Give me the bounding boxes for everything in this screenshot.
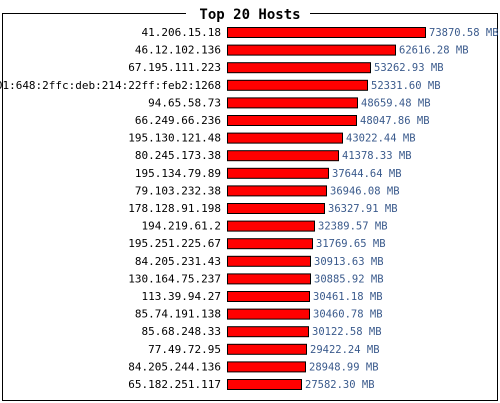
- bar: [227, 62, 371, 74]
- value-label: 28948.99 MB: [309, 361, 379, 373]
- value-label: 62616.28 MB: [399, 45, 469, 57]
- chart-title-backdrop: [186, 4, 310, 24]
- bar: [227, 308, 310, 320]
- value-label: 48047.86 MB: [360, 115, 430, 127]
- bar: [227, 115, 357, 126]
- bar: [227, 343, 307, 355]
- value-label: 48659.48 MB: [361, 97, 431, 109]
- bar: [227, 44, 396, 56]
- bar: [227, 326, 309, 338]
- host-label: 113.39.94.27: [142, 290, 221, 303]
- host-label: 194.219.61.2: [142, 220, 221, 233]
- host-label: 65.182.251.117: [128, 378, 221, 391]
- value-label: 36946.08 MB: [330, 185, 400, 197]
- value-label: 30460.78 MB: [313, 309, 383, 321]
- bar: [227, 167, 329, 179]
- host-label: 85.68.248.33: [142, 325, 221, 338]
- bar-rows: 41.206.15.18 73870.58 MB 46.12.102.136 6261…: [0, 26, 499, 391]
- host-label: 80.245.173.38: [135, 149, 221, 162]
- chart-title: Top 20 Hosts: [199, 7, 300, 23]
- value-label: 53262.93 MB: [374, 62, 444, 74]
- host-label: 195.134.79.89: [135, 167, 221, 180]
- value-label: 73870.58 MB: [429, 27, 499, 39]
- value-label: 30122.58 MB: [312, 326, 382, 338]
- bar: [227, 379, 302, 390]
- value-label: 32389.57 MB: [318, 221, 388, 233]
- value-label: 29422.24 MB: [310, 344, 380, 356]
- value-label: 52331.60 MB: [371, 80, 441, 92]
- bar: [227, 132, 343, 144]
- host-label: 79.103.232.38: [135, 184, 221, 197]
- host-label: 84.205.244.136: [128, 360, 221, 373]
- value-label: 36327.91 MB: [328, 203, 398, 215]
- host-label: 77.49.72.95: [148, 343, 221, 356]
- value-label: 30461.18 MB: [313, 291, 383, 303]
- bar: [227, 203, 325, 214]
- bar: [227, 185, 327, 197]
- bar: [227, 97, 358, 109]
- bar: [227, 255, 311, 267]
- host-label: 84.205.231.43: [135, 255, 221, 268]
- host-label: 195.251.225.67: [128, 237, 221, 250]
- bar: [227, 150, 339, 162]
- host-label: 85.74.191.138: [135, 308, 221, 321]
- value-label: 43022.44 MB: [346, 133, 416, 145]
- host-label: 46.12.102.136: [135, 44, 221, 57]
- bar: [227, 220, 315, 232]
- bar: [227, 291, 310, 302]
- bar: [227, 79, 368, 91]
- bar: [227, 273, 311, 285]
- value-label: 30885.92 MB: [314, 273, 384, 285]
- bar: [227, 238, 313, 250]
- host-label: 41.206.15.18: [142, 26, 221, 39]
- value-label: 41378.33 MB: [342, 150, 412, 162]
- value-label: 37644.64 MB: [332, 168, 402, 180]
- host-label: 67.195.111.223: [128, 61, 221, 74]
- host-label: 195.130.121.48: [128, 132, 221, 145]
- value-label: 27582.30 MB: [305, 379, 375, 391]
- host-label: 130.164.75.237: [128, 272, 221, 285]
- host-label: 178.128.91.198: [128, 202, 221, 215]
- host-label: 66.249.66.236: [135, 114, 221, 127]
- host-label: 94.65.58.73: [148, 96, 221, 109]
- value-label: 30913.63 MB: [314, 256, 384, 268]
- value-label: 31769.65 MB: [316, 238, 386, 250]
- host-label: 2001:648:2ffc:deb:214:22ff:feb2:1268: [0, 79, 221, 92]
- bar: [227, 27, 426, 38]
- bar: [227, 361, 306, 373]
